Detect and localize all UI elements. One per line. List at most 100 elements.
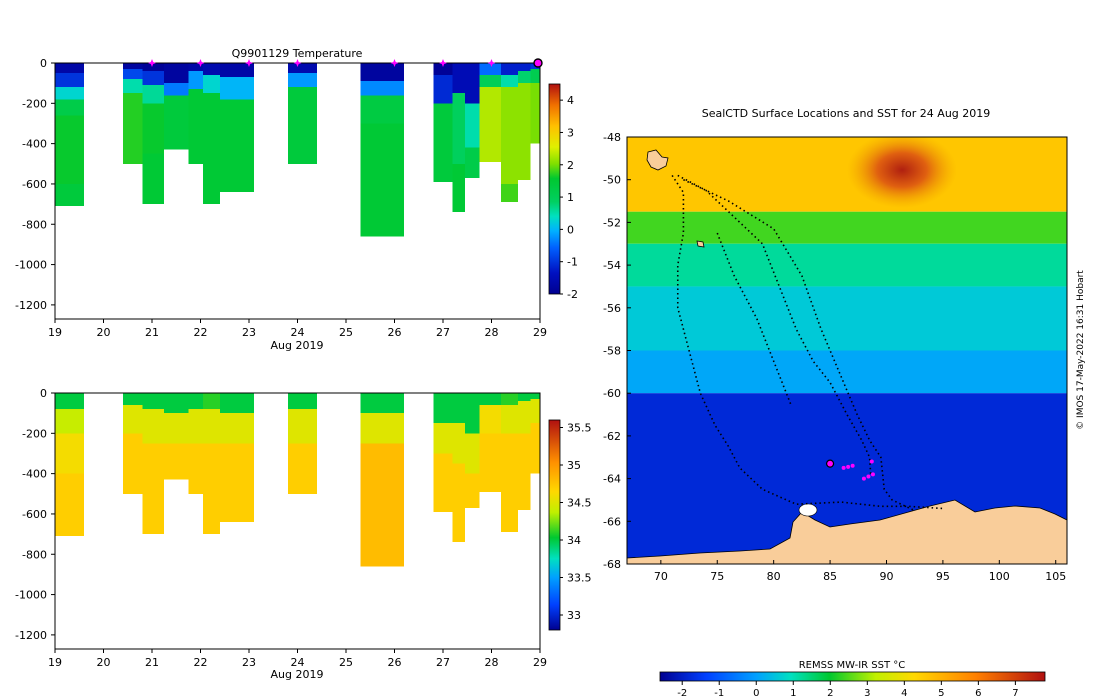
lon-tick-label: 75 <box>710 570 724 583</box>
profile-layer <box>219 443 254 523</box>
profile-layer <box>501 433 519 533</box>
profile-layer <box>287 87 317 164</box>
salinity-colorbar <box>548 419 561 631</box>
surface-marker <box>245 59 253 67</box>
x-tick-label: 19 <box>48 326 62 339</box>
surface-marker <box>439 59 447 67</box>
profile-layer <box>501 405 519 434</box>
surface-markers <box>148 58 543 68</box>
profile-layer <box>188 89 203 164</box>
profile-layer <box>433 453 453 512</box>
colorbar-tick-label: -2 <box>567 288 578 301</box>
profile-layer <box>287 73 317 88</box>
lat-tick-label: -62 <box>603 430 621 443</box>
profile-layer <box>530 399 540 424</box>
profile-layer <box>360 393 405 414</box>
colorbar-tick-label: 34 <box>567 534 581 547</box>
profile-layer <box>452 163 465 213</box>
profile-layer <box>188 393 203 410</box>
temperature-panel: Q9901129 Temperature 19 20 21 22 23 24 25 26 27 2… <box>15 47 578 352</box>
profile-layer <box>518 433 531 510</box>
profile-layer <box>122 69 143 80</box>
profile-layer <box>55 473 85 537</box>
profile-layer <box>188 443 203 494</box>
profile-layer <box>219 63 254 78</box>
profile-layer <box>287 409 317 444</box>
x-tick-label: 28 <box>485 656 499 669</box>
lat-tick-label: -60 <box>603 387 621 400</box>
y-tick-label: 0 <box>40 57 47 70</box>
surface-marker <box>293 59 302 67</box>
surface-marker <box>487 59 496 67</box>
lon-tick-label: 105 <box>1045 570 1066 583</box>
profile-layer <box>55 99 85 116</box>
x-tick-label: 26 <box>388 326 402 339</box>
temperature-colorbar-ticks: -2 -1 0 1 2 3 4 <box>560 94 578 301</box>
seal-position <box>866 474 871 479</box>
profile-layer <box>360 63 405 82</box>
profile-layer <box>433 75 453 104</box>
sst-map-panel: SealCTD Surface Locations and SST for 24… <box>603 107 1086 699</box>
profile-layer <box>530 69 540 84</box>
profile-layer <box>433 393 453 424</box>
kerguelen-island <box>646 149 669 171</box>
profile-layer <box>518 393 531 402</box>
x-tick-label: 21 <box>145 656 159 669</box>
profile-layer <box>219 77 254 100</box>
sst-band <box>627 286 1067 351</box>
lat-tick-label: -58 <box>603 345 621 358</box>
x-tick-label: 28 <box>485 326 499 339</box>
sst-colorbar-tick-label: 2 <box>827 688 833 699</box>
colorbar-tick-label: 2 <box>567 159 574 172</box>
profile-layer <box>55 63 85 74</box>
lat-tick-label: -56 <box>603 302 621 315</box>
x-tick-label: 20 <box>97 326 111 339</box>
lat-tick-label: -64 <box>603 473 621 486</box>
profile-layer <box>287 443 317 494</box>
lon-tick-label: 95 <box>936 570 950 583</box>
colorbar-tick-label: 3 <box>567 126 574 139</box>
lat-tick-label: -66 <box>603 515 621 528</box>
y-tick-label: -1200 <box>15 629 47 642</box>
sst-band <box>627 243 1067 287</box>
seal-track <box>671 174 943 510</box>
sst-colorbar-tick-label: 3 <box>864 688 870 699</box>
heard-island <box>696 240 705 248</box>
sst-colorbar-tick-label: 7 <box>1012 688 1018 699</box>
profile-layer <box>188 409 203 444</box>
x-tick-label: 19 <box>48 656 62 669</box>
x-tick-label: 27 <box>436 656 450 669</box>
profile-layer <box>452 93 465 164</box>
profile-layer <box>479 87 502 162</box>
profile-layer <box>479 393 502 406</box>
y-tick-label: -1000 <box>15 589 47 602</box>
seal-position <box>861 476 866 481</box>
y-tick-label: -600 <box>22 508 47 521</box>
profile-layer <box>501 393 519 406</box>
profile-layer <box>122 393 143 406</box>
profile-layer <box>464 393 480 434</box>
profile-layer <box>479 433 502 492</box>
salinity-colorbar-ticks: 33 33.5 34 34.5 35 35.5 <box>560 422 592 622</box>
seal-positions <box>825 459 875 481</box>
profile-layer <box>433 103 453 182</box>
temperature-xlabel: Aug 2019 <box>271 339 324 352</box>
lon-tick-label: 70 <box>654 570 668 583</box>
profile-layer <box>164 413 189 444</box>
profile-layer <box>287 63 317 74</box>
last-position-marker <box>533 58 543 68</box>
x-tick-label: 24 <box>291 326 305 339</box>
profile-layer <box>55 393 85 410</box>
lon-tick-label: 85 <box>823 570 837 583</box>
temperature-title: Q9901129 Temperature <box>232 47 363 60</box>
colorbar-tick-label: 0 <box>567 223 574 236</box>
y-tick-label: -800 <box>22 548 47 561</box>
profile-layer <box>464 147 480 178</box>
profile-layer <box>287 393 317 410</box>
profile-layer <box>55 115 85 184</box>
y-tick-label: -400 <box>22 468 47 481</box>
lon-tick-label: 90 <box>879 570 893 583</box>
profile-layer <box>452 463 465 543</box>
profile-layer <box>464 63 480 104</box>
